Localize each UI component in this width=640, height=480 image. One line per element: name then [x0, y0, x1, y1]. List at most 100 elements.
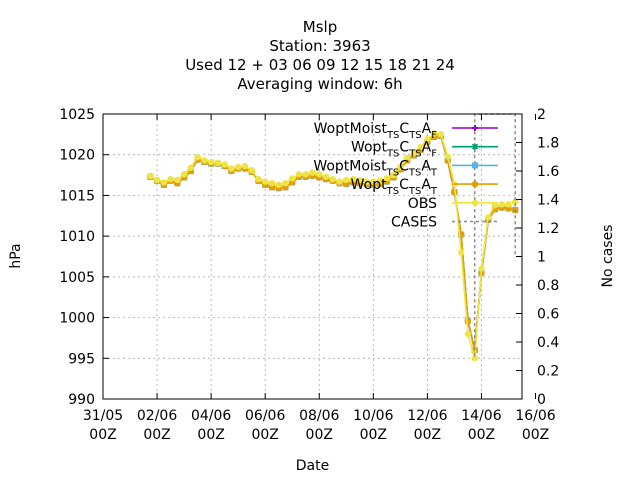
title-line: Averaging window: 6h: [237, 75, 402, 93]
data-point: [498, 201, 505, 208]
legend-item: OBS: [408, 196, 498, 212]
data-point: [275, 181, 282, 189]
legend-label: CASES: [391, 215, 437, 231]
legend-label: OBS: [408, 196, 437, 212]
legend-item: WoptMoistTSCTSAF: [314, 121, 498, 141]
data-point: [485, 214, 492, 221]
x-tick-label: 00Z: [306, 427, 333, 443]
data-point: [289, 175, 296, 182]
legend-item: WoptTSCTSAT: [351, 177, 498, 197]
data-point: [363, 178, 370, 185]
series-line: [473, 113, 516, 357]
y-tick-label: 1000: [59, 311, 95, 327]
y-tick-label: 1010: [59, 229, 95, 245]
data-point: [228, 165, 235, 172]
series-CASES: [473, 113, 516, 357]
y-tick-label: 990: [68, 392, 95, 408]
x-tick-label: 00Z: [522, 427, 549, 443]
x-tick-label: 00Z: [251, 427, 278, 443]
x-tick-label: 06/06: [245, 408, 285, 424]
data-point: [167, 175, 174, 183]
plot-frame: [102, 113, 523, 400]
y2-tick-label: 2: [537, 107, 546, 123]
legend-marker: [471, 143, 479, 150]
legend-label: WoptTSCTSAT: [351, 177, 438, 197]
data-point: [349, 175, 357, 183]
data-point: [261, 178, 269, 185]
plot-series: [147, 113, 519, 362]
y-tick-label: 1025: [59, 107, 95, 123]
x-tick-label: 00Z: [89, 427, 116, 443]
data-point: [343, 176, 350, 184]
data-point: [437, 131, 445, 138]
grid: [103, 114, 522, 399]
data-point: [370, 178, 377, 185]
y2-tick-label: 1.2: [537, 221, 559, 237]
data-point: [417, 144, 424, 151]
data-point: [505, 201, 512, 208]
legend-marker: [471, 199, 479, 206]
y2-tick-label: 1.8: [537, 136, 559, 152]
data-point: [302, 171, 309, 178]
data-point: [221, 161, 228, 168]
x-tick-label: 14/06: [461, 408, 501, 424]
data-point: [478, 265, 485, 272]
data-point: [241, 162, 249, 170]
y-tick-label: 1015: [59, 188, 95, 204]
y-tick-label: 1020: [59, 148, 95, 164]
legend-item: WoptMoistTSCTSAT: [313, 158, 498, 178]
legend: WoptMoistTSCTSAFWoptTSCTSAFWoptMoistTSCT…: [313, 121, 498, 231]
data-point: [295, 171, 303, 178]
x-tick-label: 16/06: [515, 408, 555, 424]
legend-label: WoptTSCTSAF: [351, 140, 437, 160]
data-point: [444, 153, 451, 160]
data-point: [201, 157, 208, 164]
data-point: [356, 176, 364, 184]
x-tick-label: 04/06: [191, 408, 231, 424]
series-OBS: [147, 130, 519, 362]
x-tick-label: 02/06: [137, 408, 177, 424]
legend-marker: [472, 125, 478, 131]
x-tick-label: 31/05: [83, 408, 123, 424]
y-tick-label: 995: [68, 351, 95, 367]
data-point: [255, 175, 262, 183]
data-point: [214, 159, 222, 167]
x-tick-label: 00Z: [360, 427, 387, 443]
x-tick-label: 00Z: [143, 427, 170, 443]
y2-axis: 0 0.2 0.4 0.6 0.8 1 1.2 1.4 1.6 1.8 2: [516, 107, 559, 408]
x-tick-label: 00Z: [414, 427, 441, 443]
title-line: Station: 3963: [269, 37, 370, 55]
data-point: [329, 175, 336, 183]
y2-tick-label: 0.4: [537, 335, 559, 351]
data-point: [397, 163, 404, 171]
y2-axis-label: No cases: [600, 225, 616, 288]
y-axis: 990 995 1000 1005 1010 1015 1020 1025: [59, 107, 109, 408]
data-point: [471, 355, 478, 362]
data-point: [194, 153, 201, 161]
data-point: [457, 249, 465, 256]
data-point: [403, 154, 411, 162]
data-point: [322, 173, 330, 180]
data-point: [234, 163, 242, 171]
y2-tick-label: 1: [537, 250, 546, 266]
y2-tick-label: 0: [537, 392, 546, 408]
x-tick-label: 00Z: [197, 427, 224, 443]
legend-label: WoptMoistTSCTSAF: [314, 121, 438, 141]
data-point: [147, 172, 154, 180]
x-tick-label: 12/06: [407, 408, 447, 424]
data-point: [309, 169, 316, 176]
y-tick-label: 1005: [59, 270, 95, 286]
data-point: [153, 176, 161, 184]
data-point: [390, 171, 397, 179]
x-axis-label: Date: [296, 458, 329, 474]
data-point: [464, 330, 472, 338]
data-point: [207, 158, 215, 166]
y2-tick-label: 1.4: [537, 193, 559, 209]
data-point: [282, 180, 289, 187]
legend-item: CASES: [391, 215, 498, 231]
data-point: [316, 171, 323, 178]
data-point: [336, 178, 343, 185]
data-point: [268, 180, 276, 187]
data-point: [248, 166, 255, 174]
